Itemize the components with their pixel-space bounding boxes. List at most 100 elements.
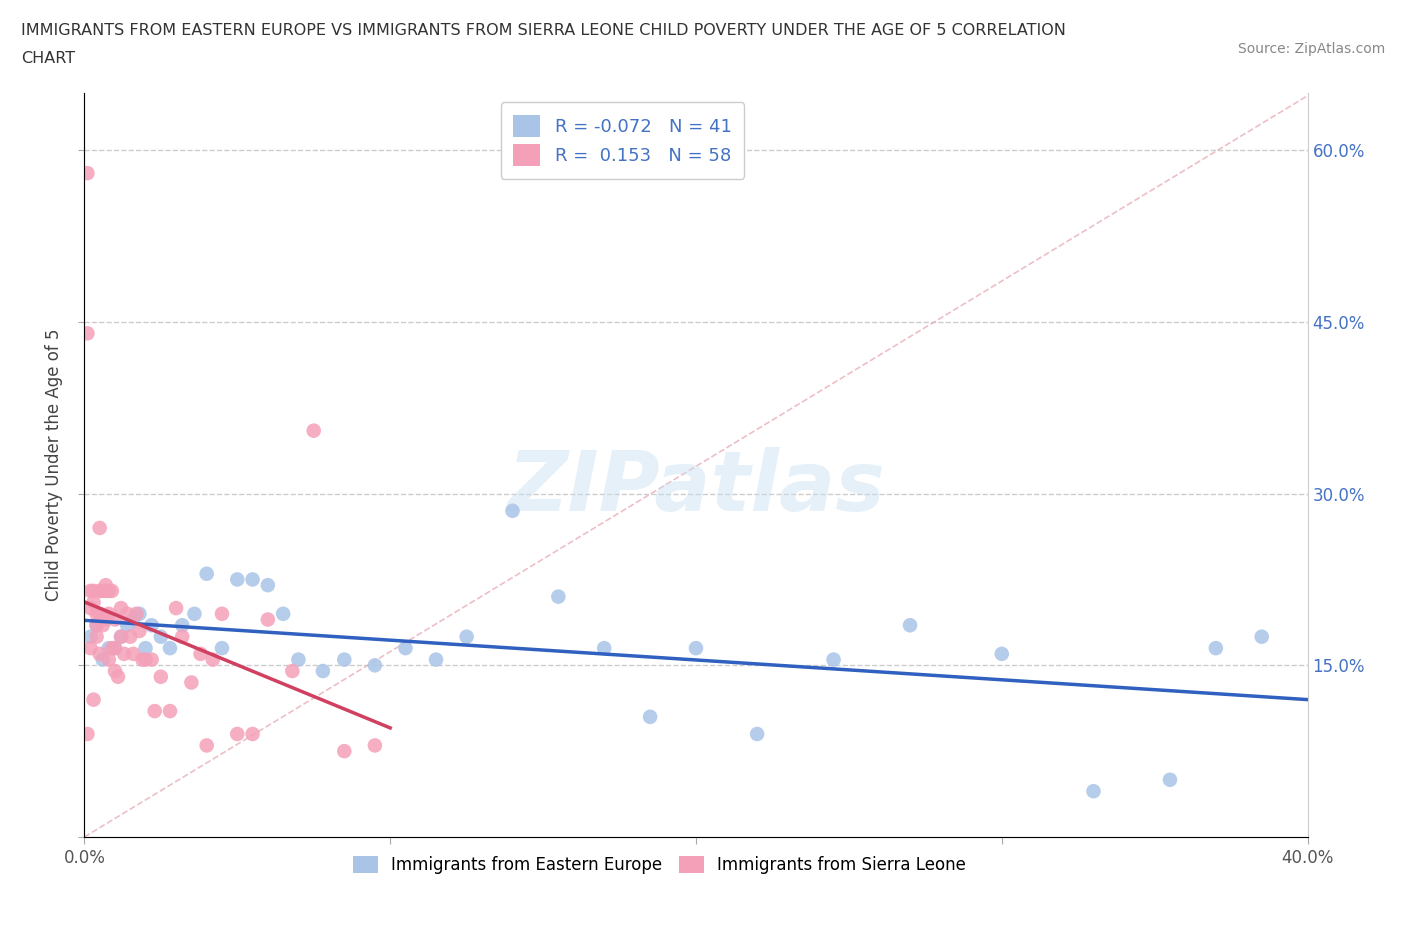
Point: [1083, 784, 1105, 799]
Point: [141, 652, 163, 667]
Point: [97, 641, 120, 656]
Point: [79, 630, 101, 644]
Point: [110, 630, 132, 644]
Point: [115, 606, 138, 621]
Point: [120, 630, 142, 644]
Point: [333, 652, 356, 667]
Point: [271, 606, 294, 621]
Point: [110, 601, 132, 616]
Point: [195, 738, 218, 753]
Point: [122, 646, 145, 661]
Point: [143, 704, 166, 719]
Point: [104, 612, 127, 627]
Point: [456, 630, 478, 644]
Text: IMMIGRANTS FROM EASTERN EUROPE VS IMMIGRANTS FROM SIERRA LEONE CHILD POVERTY UND: IMMIGRANTS FROM EASTERN EUROPE VS IMMIGR…: [21, 23, 1066, 38]
Point: [183, 606, 205, 621]
Point: [172, 630, 194, 644]
Point: [76, 726, 98, 741]
Point: [425, 652, 447, 667]
Point: [823, 652, 845, 667]
Point: [94, 583, 117, 598]
Point: [257, 578, 280, 592]
Point: [159, 704, 181, 719]
Point: [97, 606, 120, 621]
Point: [312, 664, 335, 679]
Point: [302, 423, 325, 438]
Point: [86, 630, 108, 644]
Point: [1159, 772, 1181, 787]
Point: [94, 578, 117, 592]
Point: [211, 641, 233, 656]
Point: [101, 583, 124, 598]
Point: [94, 612, 117, 627]
Point: [89, 583, 111, 598]
Point: [79, 601, 101, 616]
Point: [135, 652, 157, 667]
Point: [638, 710, 661, 724]
Point: [287, 652, 309, 667]
Point: [86, 618, 108, 632]
Point: [242, 572, 264, 587]
Point: [76, 326, 98, 340]
Point: [201, 652, 224, 667]
Point: [242, 726, 264, 741]
Point: [79, 641, 101, 656]
Point: [172, 618, 194, 632]
Point: [226, 726, 249, 741]
Point: [180, 675, 202, 690]
Point: [83, 595, 105, 610]
Point: [97, 583, 120, 598]
Point: [165, 601, 187, 616]
Point: [364, 658, 387, 672]
Point: [502, 503, 524, 518]
Point: [104, 641, 127, 656]
Point: [593, 641, 616, 656]
Point: [101, 641, 124, 656]
Point: [149, 630, 172, 644]
Text: ZIPatlas: ZIPatlas: [508, 446, 884, 528]
Point: [991, 646, 1014, 661]
Point: [131, 652, 153, 667]
Point: [89, 646, 111, 661]
Point: [112, 646, 135, 661]
Point: [747, 726, 769, 741]
Point: [135, 641, 157, 656]
Point: [159, 641, 181, 656]
Point: [281, 664, 304, 679]
Point: [149, 670, 172, 684]
Point: [115, 618, 138, 632]
Text: CHART: CHART: [21, 51, 75, 66]
Point: [122, 612, 145, 627]
Point: [110, 630, 132, 644]
Point: [257, 612, 280, 627]
Point: [394, 641, 416, 656]
Point: [83, 692, 105, 707]
Point: [1205, 641, 1227, 656]
Point: [83, 583, 105, 598]
Point: [364, 738, 387, 753]
Point: [333, 744, 356, 759]
Point: [898, 618, 921, 632]
Point: [195, 566, 218, 581]
Point: [89, 521, 111, 536]
Point: [86, 618, 108, 632]
Point: [685, 641, 707, 656]
Point: [76, 166, 98, 180]
Point: [91, 583, 114, 598]
Point: [89, 606, 111, 621]
Point: [97, 652, 120, 667]
Point: [226, 572, 249, 587]
Legend: Immigrants from Eastern Europe, Immigrants from Sierra Leone: Immigrants from Eastern Europe, Immigran…: [346, 849, 973, 881]
Point: [547, 590, 569, 604]
Point: [79, 583, 101, 598]
Point: [128, 623, 150, 638]
Point: [141, 618, 163, 632]
Text: Source: ZipAtlas.com: Source: ZipAtlas.com: [1237, 42, 1385, 56]
Point: [107, 670, 129, 684]
Point: [1250, 630, 1272, 644]
Point: [91, 618, 114, 632]
Point: [91, 652, 114, 667]
Point: [104, 641, 127, 656]
Point: [211, 606, 233, 621]
Point: [128, 606, 150, 621]
